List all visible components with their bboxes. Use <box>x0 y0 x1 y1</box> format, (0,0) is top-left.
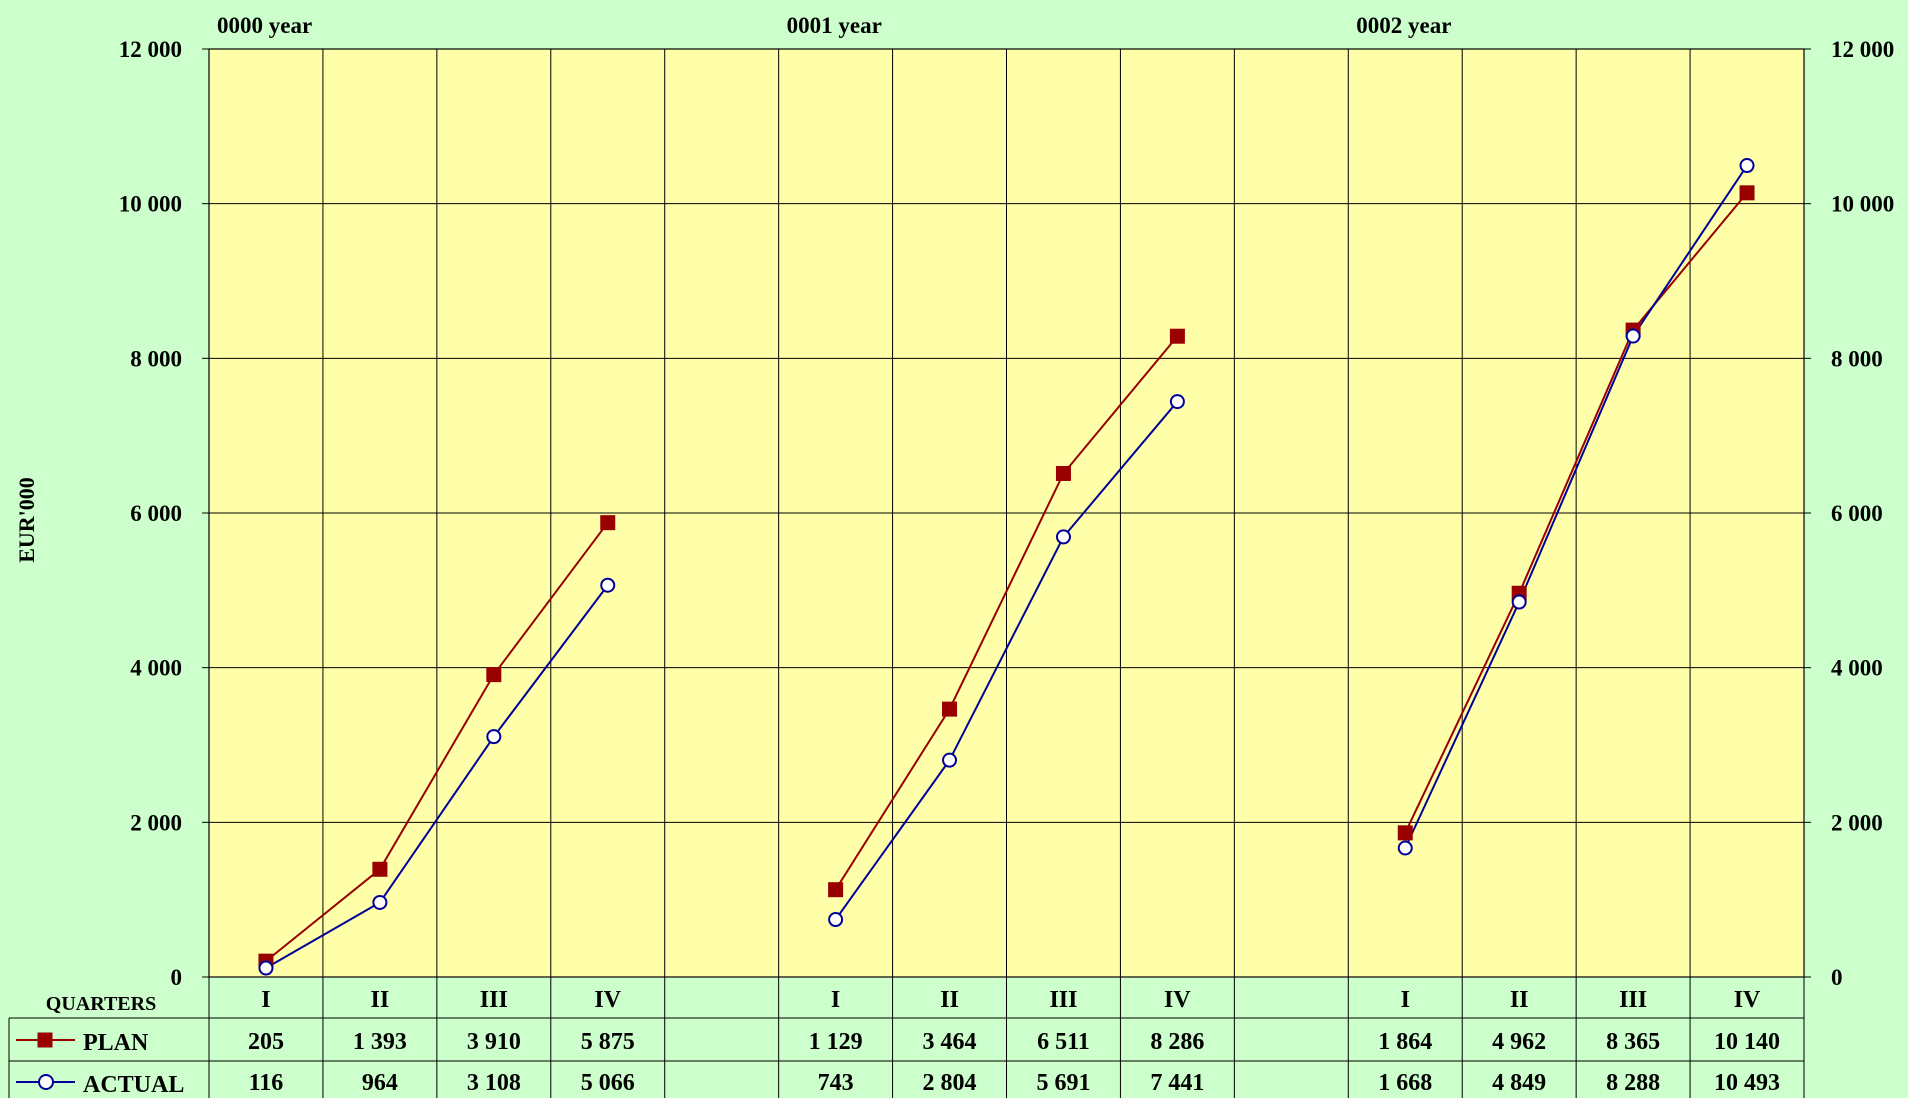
y-tick-label-left: 0 <box>171 965 183 990</box>
y-tick-label-left: 6 000 <box>130 501 182 526</box>
data-point-actual <box>1397 840 1413 856</box>
data-label: 8 288 <box>1606 1070 1660 1096</box>
year-label: 0001 year <box>787 13 882 38</box>
category-label: III <box>1619 987 1647 1013</box>
series-line-plan <box>834 335 1179 891</box>
y-tick-label-right: 8 000 <box>1831 346 1883 371</box>
data-point-actual <box>372 894 388 910</box>
data-point-actual <box>942 752 958 768</box>
legend-marker <box>37 1032 53 1048</box>
legend-label: PLAN <box>83 1030 149 1056</box>
data-label: 3 464 <box>923 1029 977 1055</box>
data-point-plan <box>1055 465 1071 481</box>
category-label: II <box>371 987 390 1013</box>
data-point-plan <box>1169 328 1185 344</box>
data-label: 3 910 <box>467 1029 521 1055</box>
data-label: 743 <box>818 1070 854 1096</box>
data-label: 7 441 <box>1150 1070 1204 1096</box>
category-label: IV <box>594 987 621 1013</box>
data-label: 1 864 <box>1378 1029 1432 1055</box>
data-label: 3 108 <box>467 1070 521 1096</box>
data-point-actual <box>600 577 616 593</box>
data-point-actual <box>258 960 274 976</box>
y-tick-label-left: 4 000 <box>130 656 182 681</box>
legend-label: ACTUAL <box>83 1072 184 1098</box>
data-point-actual <box>1511 594 1527 610</box>
data-label: 5 875 <box>581 1029 635 1055</box>
data-label: 2 804 <box>923 1070 977 1096</box>
category-label: I <box>831 987 840 1013</box>
data-point-actual <box>828 912 844 928</box>
data-point-plan <box>1397 825 1413 841</box>
data-label: 8 286 <box>1150 1029 1204 1055</box>
y-axis-label: EUR'000 <box>14 477 39 563</box>
year-label: 0002 year <box>1356 13 1451 38</box>
category-label: III <box>480 987 508 1013</box>
category-label: I <box>1401 987 1410 1013</box>
category-label: II <box>1510 987 1529 1013</box>
series-line-actual <box>265 584 609 969</box>
series-line-actual <box>1404 164 1748 849</box>
y-tick-label-right: 0 <box>1831 965 1843 990</box>
data-point-plan <box>828 882 844 898</box>
category-label: II <box>940 987 959 1013</box>
data-label: 964 <box>362 1070 398 1096</box>
y-tick-label-right: 10 000 <box>1831 192 1894 217</box>
data-point-actual <box>486 729 502 745</box>
y-tick-label-left: 2 000 <box>130 810 182 835</box>
y-tick-label-right: 6 000 <box>1831 501 1883 526</box>
category-label: IV <box>1164 987 1191 1013</box>
category-label: III <box>1049 987 1077 1013</box>
y-tick-label-right: 12 000 <box>1831 37 1894 62</box>
data-label: 5 691 <box>1036 1070 1090 1096</box>
year-label: 0000 year <box>217 13 312 38</box>
data-point-plan <box>372 861 388 877</box>
y-tick-label-left: 8 000 <box>130 346 182 371</box>
data-label: 1 668 <box>1378 1070 1432 1096</box>
data-label: 1 129 <box>809 1029 863 1055</box>
y-tick-label-right: 2 000 <box>1831 810 1883 835</box>
y-tick-label-right: 4 000 <box>1831 656 1883 681</box>
category-label: IV <box>1734 987 1761 1013</box>
data-point-actual <box>1169 394 1185 410</box>
data-label: 4 849 <box>1492 1070 1546 1096</box>
data-point-actual <box>1739 158 1755 174</box>
data-label: 205 <box>248 1029 284 1055</box>
category-label: I <box>261 987 270 1013</box>
y-tick-label-left: 10 000 <box>119 192 182 217</box>
data-label: 8 365 <box>1606 1029 1660 1055</box>
data-label: 10 140 <box>1714 1029 1780 1055</box>
data-point-actual <box>1055 529 1071 545</box>
data-label: 10 493 <box>1714 1070 1780 1096</box>
data-label: 4 962 <box>1492 1029 1546 1055</box>
series-line-actual <box>834 400 1179 921</box>
quarters-header: QUARTERS <box>46 993 156 1015</box>
data-point-actual <box>1625 328 1641 344</box>
data-label: 116 <box>249 1070 284 1096</box>
data-point-plan <box>942 701 958 717</box>
y-tick-label-left: 12 000 <box>119 37 182 62</box>
data-label: 1 393 <box>353 1029 407 1055</box>
data-label: 6 511 <box>1037 1029 1090 1055</box>
series-line-plan <box>265 522 609 962</box>
series-line-plan <box>1404 192 1748 834</box>
data-point-plan <box>600 515 616 531</box>
data-point-plan <box>1739 185 1755 201</box>
data-label: 5 066 <box>581 1070 635 1096</box>
legend-marker <box>38 1074 54 1090</box>
data-point-plan <box>486 667 502 683</box>
